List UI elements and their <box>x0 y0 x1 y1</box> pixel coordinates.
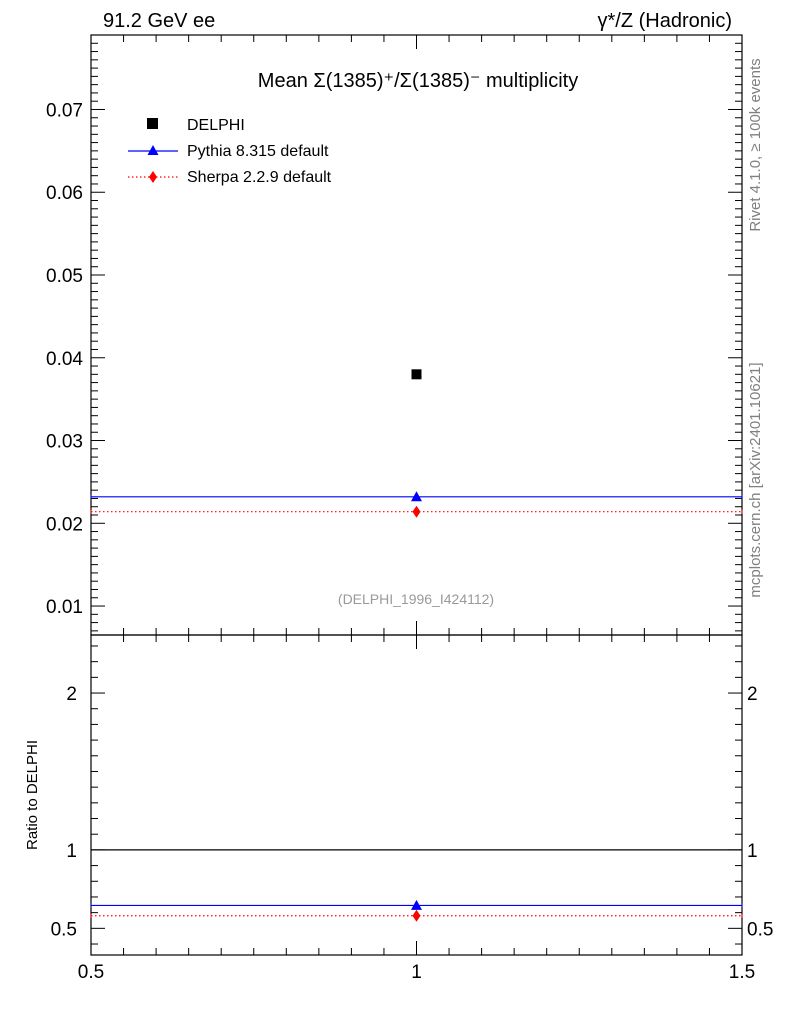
main-y-tick-label: 0.05 <box>46 266 83 287</box>
legend-label-pythia: Pythia 8.315 default <box>187 143 329 160</box>
ratio-sherpa-point <box>412 909 421 922</box>
ratio-axis-label: Ratio to DELPHI <box>24 740 41 850</box>
energy-label: 91.2 GeV ee <box>103 10 215 32</box>
main-panel: 0.01 0.02 0.03 0.04 0.05 0.06 0.07 Mean Σ(1385… <box>46 34 743 636</box>
ratio-y-tick-label-left: 2 <box>66 684 77 705</box>
ratio-y-tick-label-right: 0.5 <box>747 919 773 940</box>
analysis-id-label: (DELPHI_1996_I424112) <box>338 591 494 607</box>
main-y-tick-label: 0.01 <box>46 597 83 618</box>
ratio-pythia-point <box>411 899 422 910</box>
ratio-y-tick-label-right: 1 <box>747 841 758 862</box>
ratio-ticks <box>90 635 743 955</box>
main-y-tick-label: 0.07 <box>46 100 83 121</box>
legend-marker-sherpa <box>149 171 157 183</box>
main-y-tick-label: 0.03 <box>46 432 83 453</box>
main-y-tick-label: 0.02 <box>46 514 83 535</box>
legend-marker-delphi <box>147 118 158 129</box>
process-label: γ*/Z (Hadronic) <box>598 10 732 32</box>
main-tick-labels: 0.01 0.02 0.03 0.04 0.05 0.06 0.07 <box>46 100 83 618</box>
main-title: Mean Σ(1385)⁺/Σ(1385)⁻ multiplicity <box>258 70 578 92</box>
legend-label-delphi: DELPHI <box>187 117 245 134</box>
main-y-tick-label: 0.04 <box>46 349 83 370</box>
main-sherpa-point <box>412 505 421 518</box>
mcplots-source-label: mcplots.cern.ch [arXiv:2401.10621] <box>747 362 764 597</box>
ratio-y-tick-label-left: 1 <box>66 841 77 862</box>
ratio-y-tick-label-right: 2 <box>747 684 758 705</box>
rivet-version-label: Rivet 4.1.0, ≥ 100k events <box>747 58 764 231</box>
legend: DELPHI Pythia 8.315 default Sherpa 2.2.9… <box>128 117 332 186</box>
main-y-tick-label: 0.06 <box>46 183 83 204</box>
ratio-data-marks <box>90 849 743 922</box>
x-tick-label: 1.5 <box>729 962 755 983</box>
ratio-y-tick-label-left: 0.5 <box>51 919 77 940</box>
x-tick-label: 1 <box>411 962 422 983</box>
main-data-marks <box>90 369 743 518</box>
legend-marker-pythia <box>147 145 159 155</box>
x-tick-label: 0.5 <box>78 962 104 983</box>
ratio-panel: 0.5 0.5 1 1 2 2 0.5 1 1.5 Ratio to DELPHI <box>24 634 774 983</box>
legend-label-sherpa: Sherpa 2.2.9 default <box>187 169 332 186</box>
main-delphi-point <box>411 369 422 380</box>
main-pythia-point <box>411 491 422 502</box>
main-ticks <box>90 34 743 635</box>
ratio-tick-labels: 0.5 0.5 1 1 2 2 0.5 1 1.5 <box>51 684 774 983</box>
